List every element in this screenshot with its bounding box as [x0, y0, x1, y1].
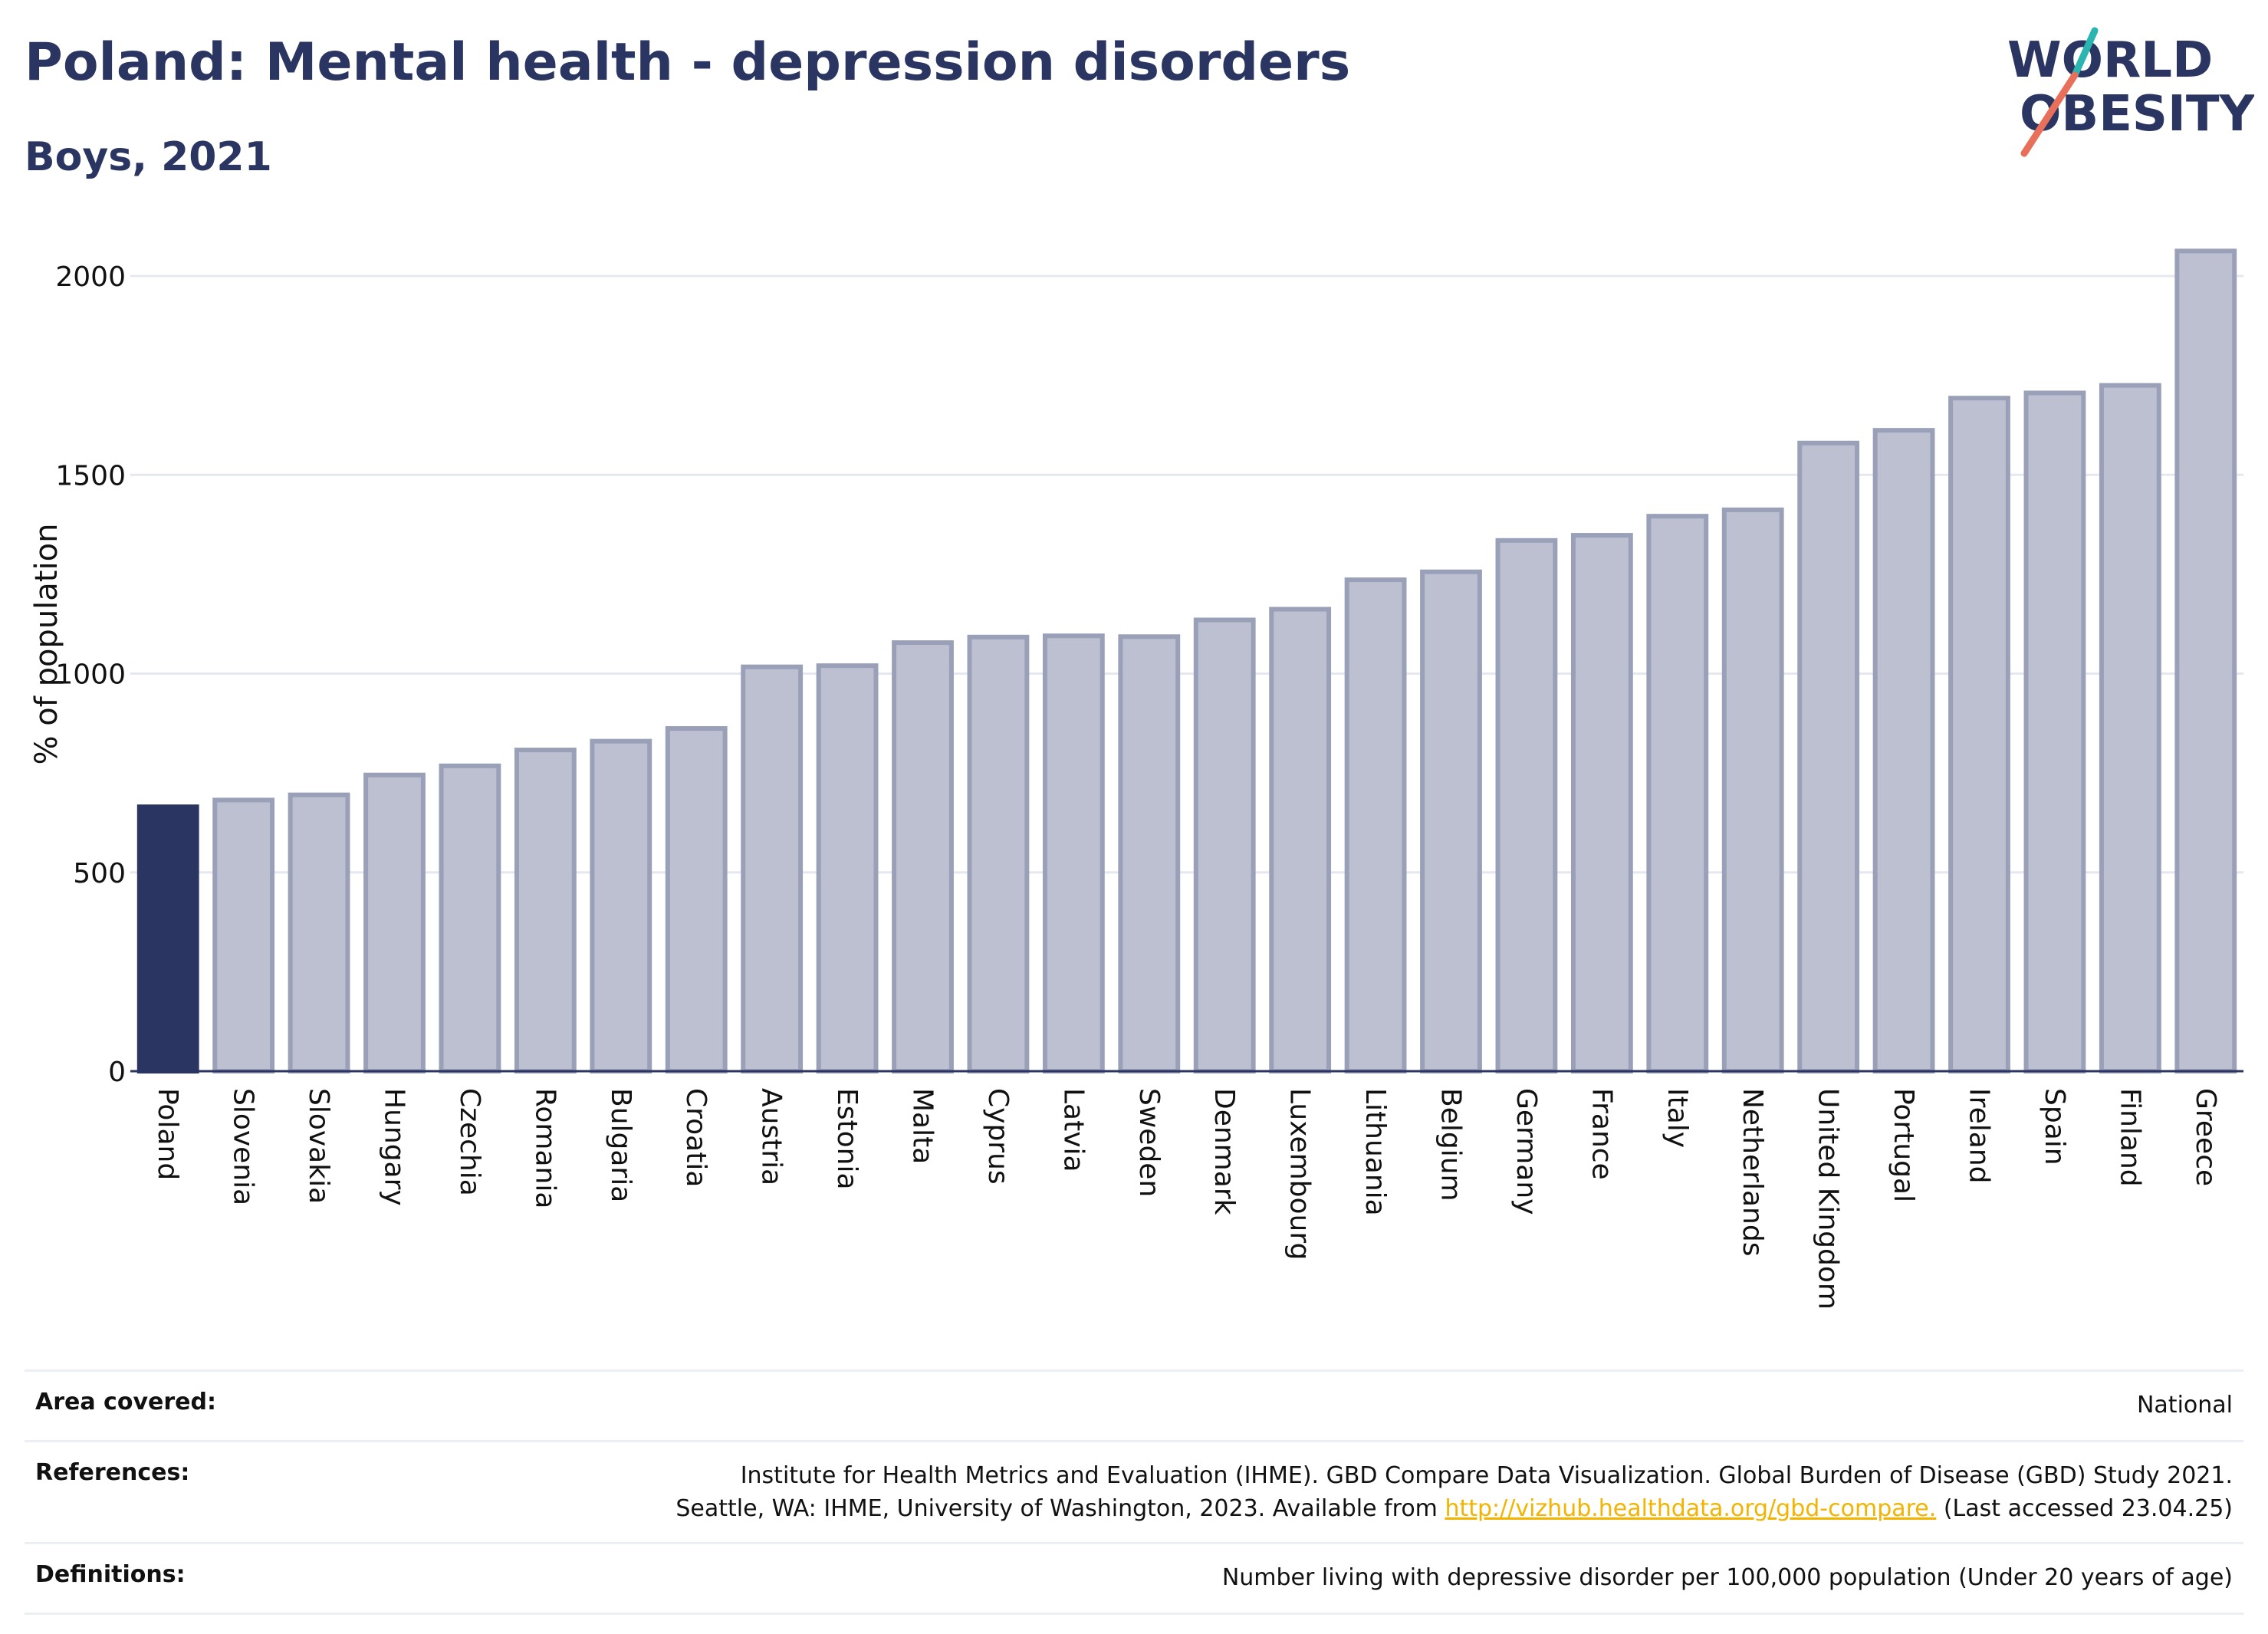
bar-italy — [1646, 514, 1709, 1073]
bar-greece — [2174, 248, 2237, 1074]
x-tick-label: Bulgaria — [605, 1088, 636, 1202]
y-tick-label: 2000 — [55, 261, 126, 293]
bar-latvia — [1042, 633, 1105, 1073]
x-tick-label: Hungary — [379, 1088, 410, 1206]
definitions-label: Definitions: — [35, 1561, 186, 1588]
bar-finland — [2099, 383, 2161, 1073]
x-tick-label: Austria — [756, 1088, 787, 1185]
y-tick-label: 1000 — [55, 659, 126, 691]
x-tick-label: Finland — [2114, 1088, 2145, 1187]
bar-poland — [136, 804, 199, 1073]
logo-slash-coral — [2020, 71, 2079, 157]
bar-portugal — [1872, 428, 1935, 1073]
x-tick-label: Czechia — [454, 1088, 485, 1196]
bar-chart: 0 500 1000 1500 2000 Poland Slovenia Slovakia H… — [29, 248, 2243, 1310]
x-tick-label: Ireland — [1964, 1088, 1995, 1184]
definitions-value: Number living with depressive disorder p… — [1221, 1564, 2233, 1591]
references-line2-suffix: (Last accessed 23.04.25) — [1936, 1495, 2233, 1522]
bar-estonia — [816, 663, 879, 1073]
area-covered-value: National — [2136, 1392, 2233, 1419]
y-tick-label: 1500 — [55, 460, 126, 492]
x-tick-label: Croatia — [680, 1088, 712, 1187]
bar-spain — [2023, 390, 2086, 1073]
x-category-labels: Poland Slovenia Slovakia Hungary Czechia Roma… — [152, 1088, 2221, 1310]
logo-slash-teal — [2071, 27, 2099, 79]
x-tick-label: Estonia — [831, 1088, 863, 1190]
references-value: Institute for Health Metrics and Evaluat… — [675, 1459, 2233, 1525]
x-tick-label: Netherlands — [1737, 1088, 1768, 1256]
area-covered-row: Area covered: National — [25, 1369, 2243, 1440]
bar-bulgaria — [590, 738, 652, 1074]
bars — [136, 248, 2237, 1074]
x-tick-label: Cyprus — [982, 1088, 1014, 1185]
references-label: References: — [35, 1459, 190, 1486]
y-tick-label: 500 — [73, 858, 126, 889]
x-tick-label: Italy — [1662, 1088, 1693, 1148]
bar-malta — [892, 640, 954, 1073]
bar-slovenia — [212, 797, 275, 1074]
x-tick-label: United Kingdom — [1813, 1088, 1844, 1310]
references-line2-prefix: Seattle, WA: IHME, University of Washing… — [675, 1495, 1445, 1522]
chart-subtitle: Boys, 2021 — [25, 134, 272, 180]
x-tick-label: France — [1586, 1088, 1617, 1180]
x-tick-label: Germany — [1510, 1088, 1542, 1215]
y-tick-labels: 0 500 1000 1500 2000 — [55, 261, 126, 1088]
x-tick-label: Malta — [907, 1088, 938, 1164]
x-tick-label: Belgium — [1435, 1088, 1467, 1202]
x-tick-label: Greece — [2190, 1088, 2221, 1186]
y-tick-label: 0 — [108, 1057, 126, 1088]
x-tick-label: Latvia — [1057, 1088, 1089, 1172]
bar-netherlands — [1721, 507, 1784, 1073]
x-tick-label: Slovakia — [303, 1088, 334, 1204]
bar-slovakia — [288, 792, 350, 1073]
references-row: References: Institute for Health Metrics… — [25, 1440, 2243, 1542]
x-tick-label: Denmark — [1208, 1088, 1240, 1215]
info-table: Area covered: National References: Insti… — [25, 1369, 2243, 1615]
x-tick-label: Lithuania — [1359, 1088, 1391, 1216]
x-tick-label: Luxembourg — [1284, 1088, 1316, 1260]
bar-cyprus — [967, 634, 1030, 1073]
bar-hungary — [363, 772, 426, 1074]
definitions-row: Definitions: Number living with depressi… — [25, 1542, 2243, 1615]
bar-croatia — [665, 726, 728, 1073]
x-tick-label: Portugal — [1888, 1088, 1919, 1202]
bar-united-kingdom — [1797, 440, 1860, 1073]
bar-romania — [514, 748, 577, 1073]
bar-sweden — [1118, 634, 1181, 1073]
bar-czechia — [439, 763, 501, 1073]
bar-germany — [1495, 538, 1558, 1073]
world-obesity-logo: WORLD OBESITY — [2007, 27, 2254, 157]
references-line1: Institute for Health Metrics and Evaluat… — [740, 1462, 2233, 1489]
x-tick-label: Romania — [529, 1088, 560, 1208]
references-link[interactable]: http://vizhub.healthdata.org/gbd-compare… — [1445, 1495, 1937, 1522]
x-tick-label: Poland — [152, 1088, 183, 1180]
bar-ireland — [1948, 396, 2010, 1073]
bar-belgium — [1420, 569, 1482, 1073]
logo-line1: WORLD — [2007, 32, 2213, 89]
bar-luxembourg — [1269, 607, 1332, 1073]
y-axis-label: % of population — [29, 524, 64, 765]
x-tick-label: Sweden — [1133, 1088, 1165, 1197]
bar-france — [1570, 533, 1633, 1073]
bar-lithuania — [1344, 577, 1407, 1073]
area-covered-label: Area covered: — [35, 1389, 216, 1415]
x-tick-label: Spain — [2039, 1088, 2070, 1165]
chart-title: Poland: Mental health - depression disor… — [25, 32, 1351, 93]
bar-denmark — [1193, 617, 1256, 1073]
bar-austria — [741, 664, 804, 1073]
x-tick-label: Slovenia — [228, 1088, 259, 1205]
